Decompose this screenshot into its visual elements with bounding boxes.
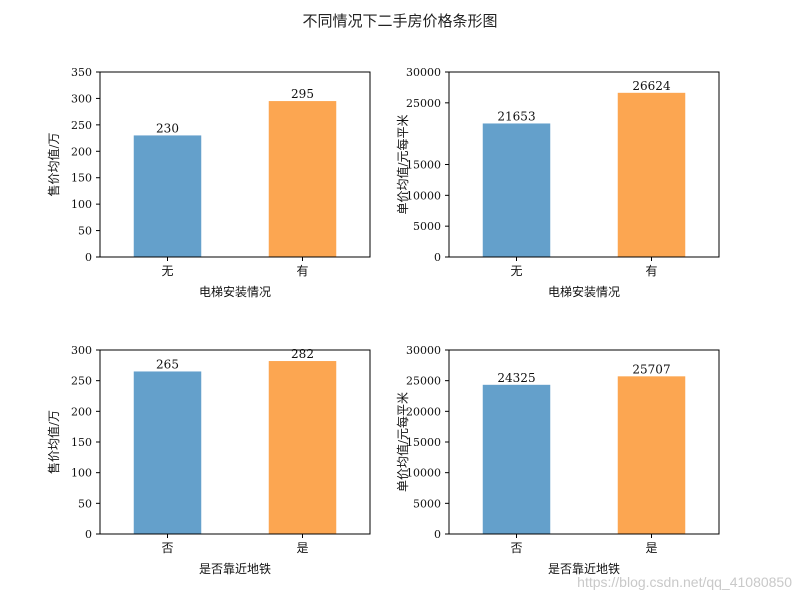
x-axis-label: 电梯安装情况 [548,284,620,299]
data-label: 230 [156,121,179,135]
axes-frame [448,349,720,535]
axes-frame [448,71,720,258]
watermark-text: https://blog.csdn.net/qq_41080850 [577,574,792,590]
x-axis-label: 是否靠近地铁 [548,562,620,576]
y-tick-label: 150 [71,172,92,185]
data-label: 265 [156,357,179,371]
y-tick-label: 10000 [406,189,441,202]
chart-bar [133,371,202,534]
x-tick-label: 有 [296,264,308,278]
y-tick-label: 0 [85,251,92,264]
chart-bar [133,135,202,257]
y-tick-label: 350 [71,66,92,79]
data-label: 25707 [632,362,670,376]
data-label: 24325 [497,371,535,385]
x-tick-label: 无 [510,264,522,278]
y-tick-label: 15000 [406,436,441,449]
y-axis-label: 售价均值/万 [46,410,61,474]
y-tick-label: 250 [71,119,92,132]
y-tick-label: 200 [71,145,92,158]
chart-bar [617,92,686,257]
y-axis-label: 单价均值/元每平米 [395,392,410,492]
data-label: 21653 [497,109,535,123]
x-tick-label: 有 [645,264,657,278]
y-tick-label: 250 [71,375,92,388]
y-tick-label: 50 [78,225,92,238]
x-tick-label: 否 [161,541,173,555]
y-tick-label: 5000 [413,497,441,510]
y-tick-label: 25000 [406,97,441,110]
y-tick-label: 10000 [406,467,441,480]
chart-bar [268,101,337,257]
y-tick-label: 0 [434,528,441,541]
y-tick-label: 150 [71,436,92,449]
y-tick-label: 300 [71,344,92,357]
y-tick-label: 20000 [406,405,441,418]
axes-frame [99,71,371,258]
data-label: 26624 [632,79,671,93]
chart-bar [617,376,686,534]
y-tick-label: 15000 [406,159,441,172]
chart-bar [482,123,551,257]
y-axis-label: 单价均值/元每平米 [395,114,410,214]
y-tick-label: 30000 [406,344,441,357]
y-tick-label: 50 [78,497,92,510]
y-tick-label: 30000 [406,66,441,79]
chart-bar [268,361,337,534]
y-tick-label: 25000 [406,375,441,388]
y-tick-label: 200 [71,405,92,418]
y-tick-label: 0 [434,251,441,264]
data-label: 282 [291,347,314,361]
y-axis-label: 售价均值/万 [46,132,61,196]
y-tick-label: 0 [85,528,92,541]
y-tick-label: 5000 [413,220,441,233]
data-label: 295 [291,87,314,101]
chart-bar [482,384,551,534]
axes-frame [99,349,371,535]
x-axis-label: 是否靠近地铁 [199,562,271,576]
y-tick-label: 100 [71,467,92,480]
x-tick-label: 是 [645,541,657,555]
y-tick-label: 100 [71,198,92,211]
x-tick-label: 无 [161,264,173,278]
x-axis-label: 电梯安装情况 [199,284,271,299]
y-tick-label: 300 [71,92,92,105]
x-tick-label: 是 [296,541,308,555]
figure-title: 不同情况下二手房价格条形图 [302,12,498,30]
x-tick-label: 否 [510,541,522,555]
